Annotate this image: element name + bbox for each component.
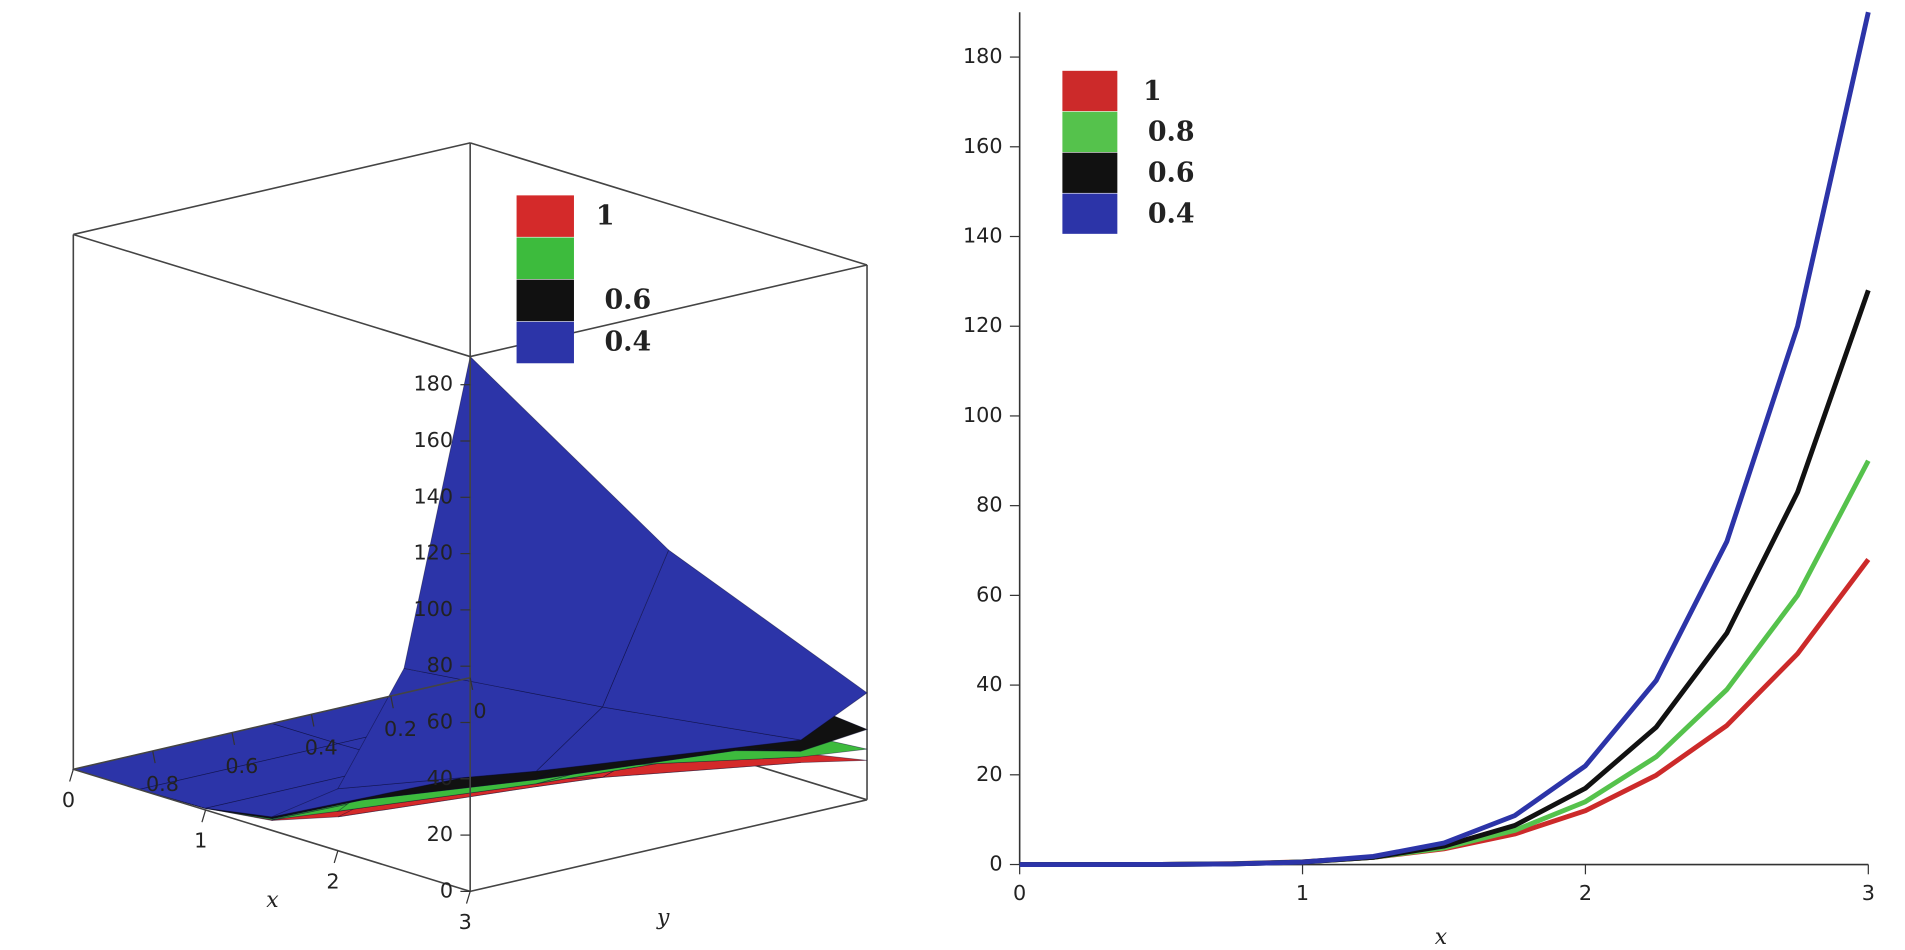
line-series	[1019, 289, 1871, 867]
z-tick-label: 140	[413, 484, 453, 508]
z-tick-label: 120	[413, 541, 453, 565]
y-tick-label: 0.6	[225, 754, 258, 778]
x-tick-label: 3	[459, 910, 472, 934]
y-tick	[469, 677, 474, 691]
z-tick-label: 80	[427, 653, 453, 677]
box-edge	[73, 768, 471, 893]
y-tick-label: 40	[976, 672, 1002, 696]
x-tick-label: 2	[1579, 881, 1592, 905]
y-tick-label: 160	[963, 134, 1003, 158]
z-tick-label: 160	[413, 428, 453, 452]
x-axis-label: x	[266, 888, 279, 913]
legend-label: 0.4	[1148, 199, 1195, 230]
y-tick-label: 140	[963, 224, 1003, 248]
box-edge	[73, 142, 471, 236]
legend-label: 0.6	[604, 285, 651, 316]
y-tick-label: 0.2	[384, 717, 417, 741]
y-tick-label: 120	[963, 313, 1003, 337]
legend-swatch	[516, 195, 574, 237]
x-tick-label: 1	[194, 829, 207, 853]
z-tick-label: 0	[440, 878, 453, 902]
line-plot: 0 20 40 60 80 100 120 140 160 180 0 1 2 3 x 1 0.8 0.6 0.4	[963, 11, 1875, 950]
z-tick-label: 20	[427, 822, 453, 846]
y-tick-label: 0	[473, 699, 486, 723]
x-tick	[333, 850, 339, 864]
legend-swatch	[516, 321, 574, 364]
z-tick-label: 40	[427, 766, 453, 790]
legend-swatch	[1062, 152, 1118, 193]
x-tick-label: 0	[1013, 881, 1026, 905]
box-edge	[469, 799, 868, 893]
z-tick-label: 60	[427, 709, 453, 733]
box-edge	[73, 676, 471, 771]
legend-swatch	[1062, 70, 1118, 112]
y-tick	[310, 714, 315, 727]
legend-swatch	[516, 237, 574, 280]
x-tick-label: 0	[62, 788, 75, 812]
legend-label: 1	[596, 200, 615, 231]
legend-swatch	[1062, 111, 1118, 153]
x-tick	[201, 809, 207, 823]
legend-swatch	[1062, 193, 1118, 234]
y-tick	[231, 732, 236, 745]
y-tick-label: 0.4	[305, 736, 338, 760]
legend-label: 0.8	[1148, 117, 1195, 148]
y-tick-label: 60	[976, 582, 1002, 606]
line-series	[1019, 11, 1871, 867]
box-edge	[469, 142, 868, 266]
y-tick-label: 100	[963, 403, 1003, 427]
x-tick-label: 1	[1296, 881, 1309, 905]
legend-swatch	[516, 279, 574, 322]
y-tick-label: 0	[989, 852, 1002, 876]
x-tick	[465, 891, 471, 904]
z-tick-label: 180	[413, 372, 453, 396]
x-tick	[69, 769, 74, 782]
y-tick-label: 20	[976, 762, 1002, 786]
y-tick	[152, 750, 156, 764]
y-tick	[390, 695, 394, 709]
y-tick-label: 0.8	[146, 772, 179, 796]
legend-label: 0.4	[604, 327, 651, 358]
surface-plot: 020406080100120140160180012300.20.40.60.…	[62, 142, 869, 934]
x-tick-label: 3	[1862, 881, 1875, 905]
y-axis-label: y	[656, 905, 670, 930]
y-tick-label: 180	[963, 44, 1003, 68]
x-tick-label: 2	[326, 869, 339, 893]
line-series	[1019, 459, 1871, 867]
x-axis-label: x	[1435, 925, 1448, 950]
y-tick-label: 80	[976, 493, 1002, 517]
legend-label: 1	[1143, 76, 1162, 107]
box-edge	[73, 233, 471, 358]
z-tick-label: 100	[413, 597, 453, 621]
legend-label: 0.6	[1148, 158, 1195, 189]
